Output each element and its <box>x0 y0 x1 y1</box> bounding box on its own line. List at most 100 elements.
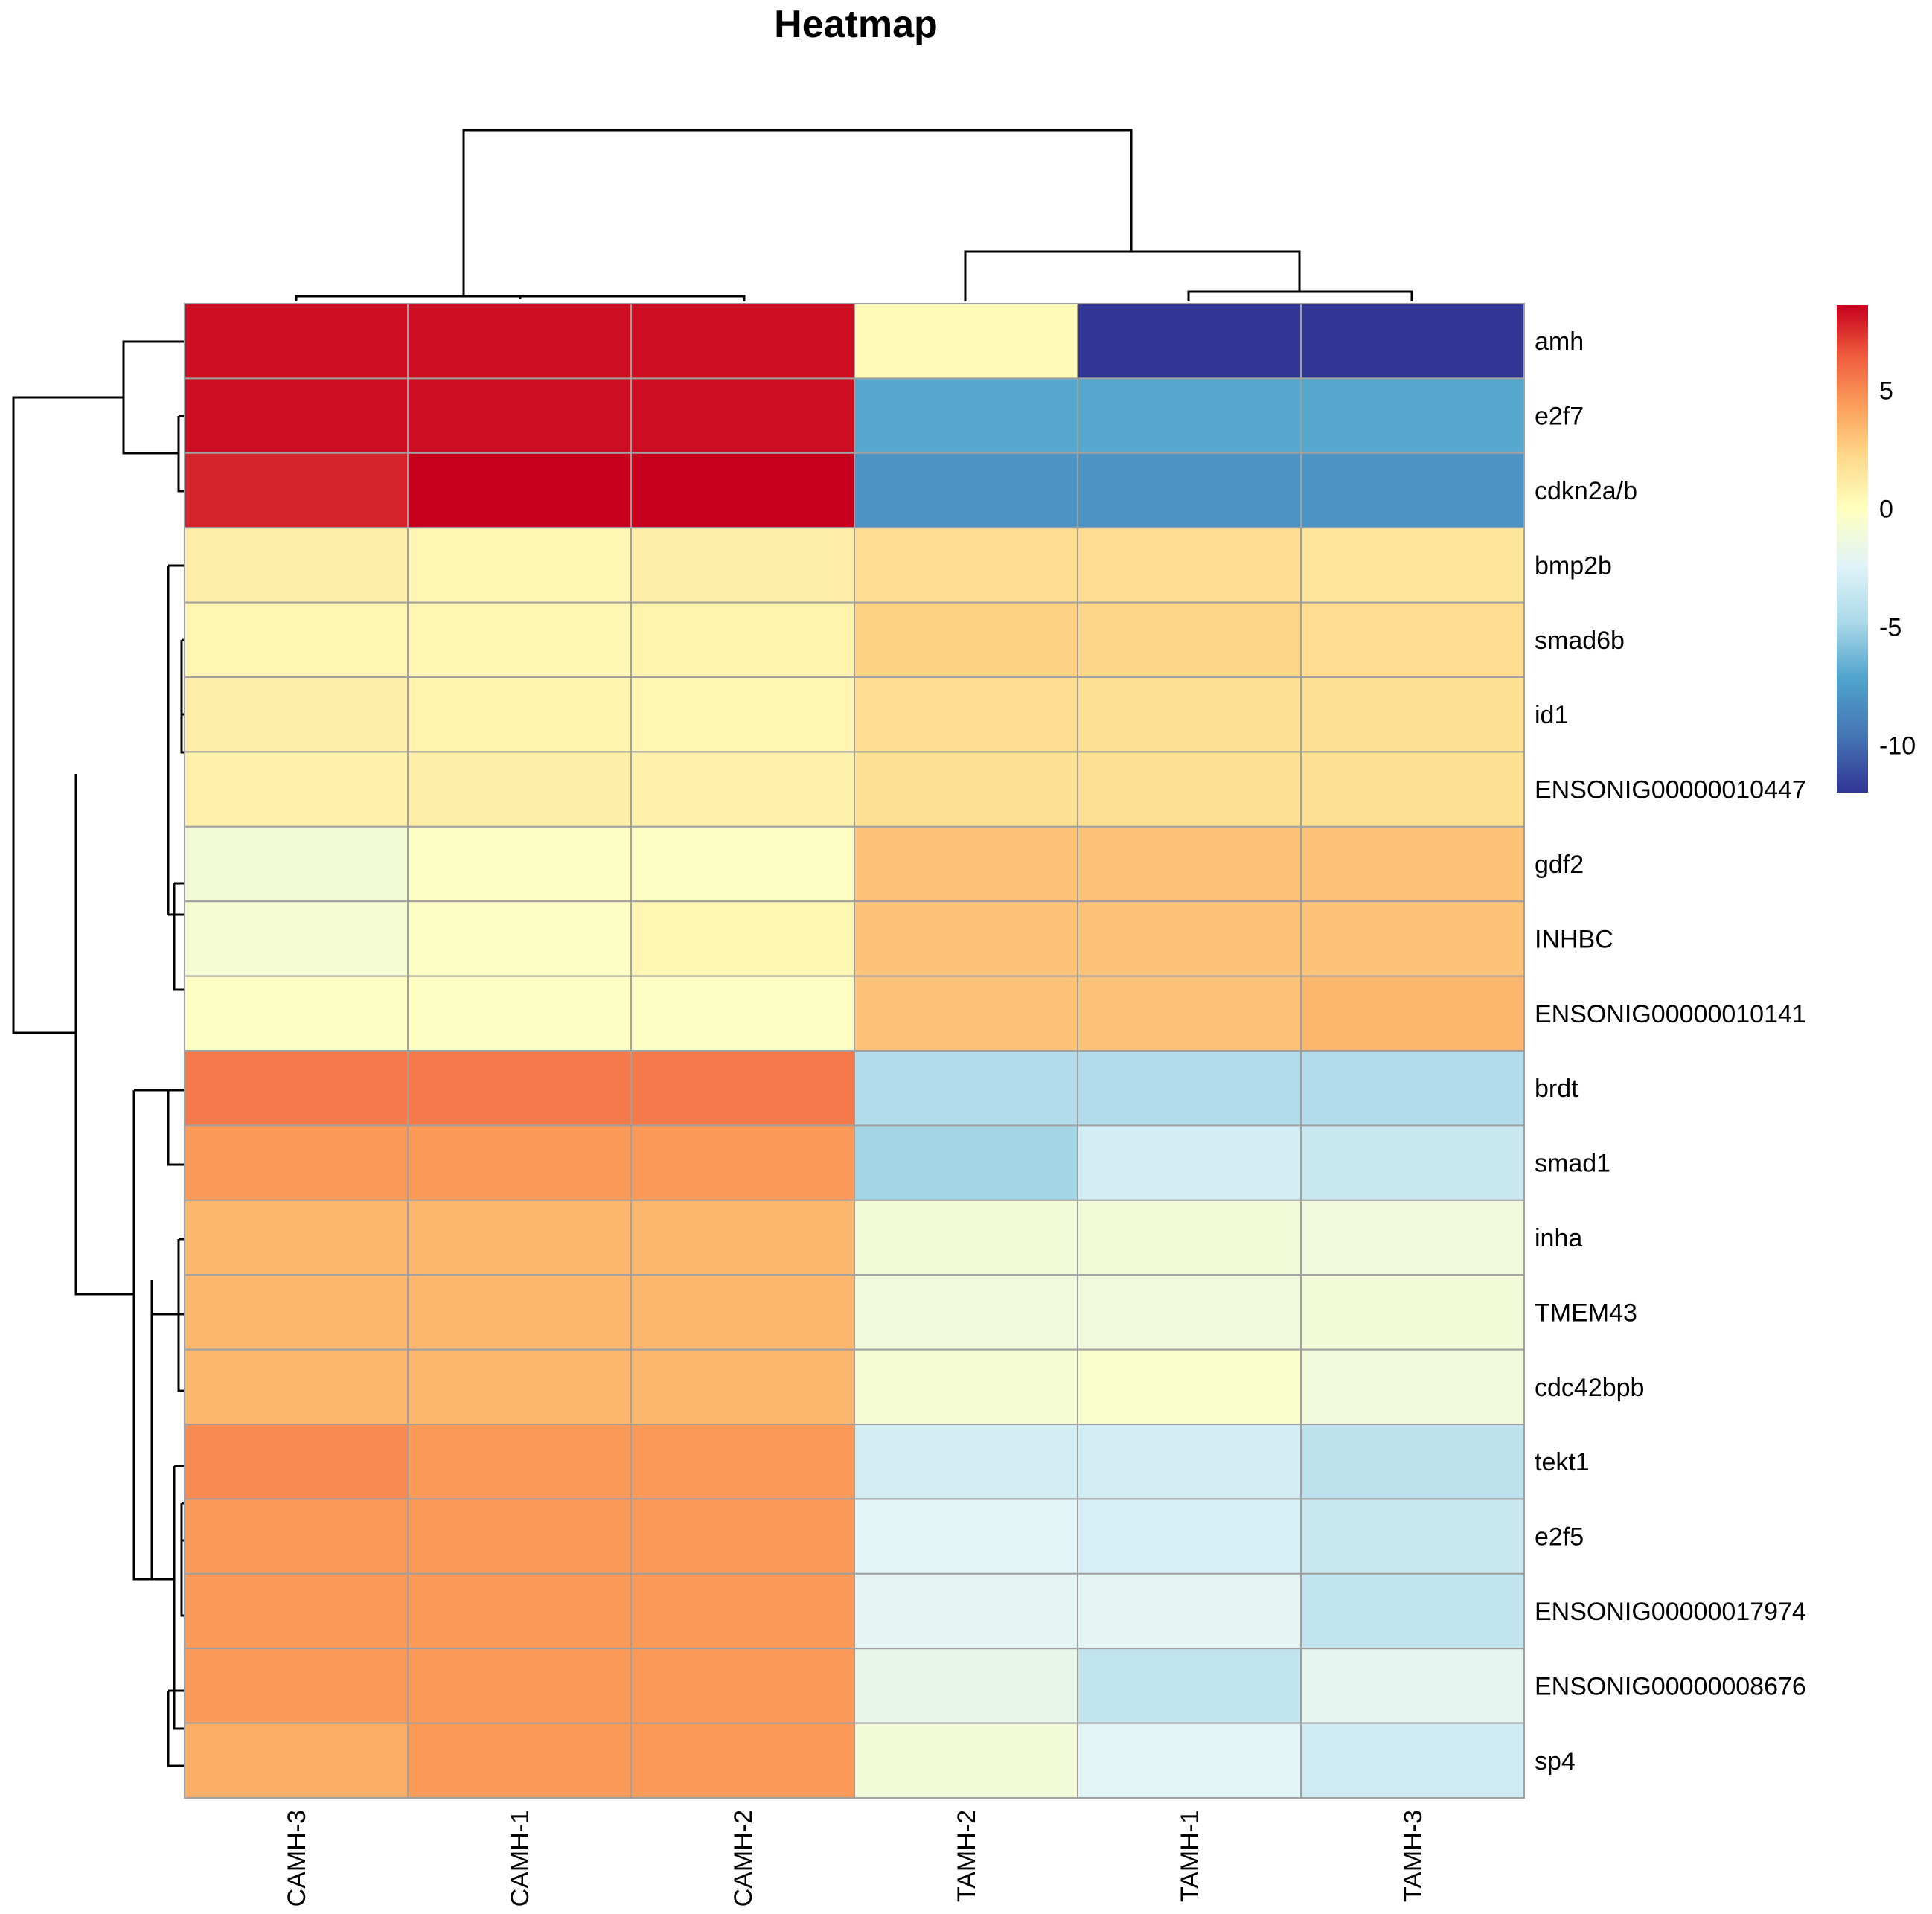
heatmap-cell <box>407 303 632 380</box>
heatmap-cell <box>630 377 855 454</box>
heatmap-cell <box>1300 1498 1525 1575</box>
heatmap-cell <box>630 676 855 753</box>
heatmap-cell <box>184 1648 409 1724</box>
heatmap-cell <box>1077 676 1302 753</box>
heatmap-cell <box>630 452 855 529</box>
heatmap-cell <box>1077 601 1302 678</box>
heatmap-cell <box>407 452 632 529</box>
heatmap-cell <box>1077 1498 1302 1575</box>
heatmap-cell <box>407 1124 632 1201</box>
heatmap-cell <box>1300 1648 1525 1724</box>
heatmap-cell <box>630 751 855 828</box>
heatmap-cell <box>1300 1274 1525 1351</box>
heatmap-cell <box>184 975 409 1052</box>
row-label: cdkn2a/b <box>1535 477 1637 505</box>
heatmap-cell <box>407 1648 632 1724</box>
heatmap-cell <box>407 1050 632 1127</box>
row-label: tekt1 <box>1535 1448 1590 1476</box>
heatmap-cell <box>1077 975 1302 1052</box>
heatmap-cell <box>854 751 1078 828</box>
heatmap-cell <box>630 303 855 380</box>
heatmap-cell <box>854 1050 1078 1127</box>
heatmap-cell <box>1077 1274 1302 1351</box>
heatmap-cell <box>184 1722 409 1799</box>
heatmap-cell <box>854 1648 1078 1724</box>
heatmap-cell <box>407 377 632 454</box>
row-label: e2f5 <box>1535 1523 1584 1552</box>
chart-title: Heatmap <box>774 3 938 46</box>
row-label: smad6b <box>1535 627 1625 655</box>
heatmap-cell <box>1077 751 1302 828</box>
heatmap-cell <box>407 751 632 828</box>
heatmap-cell <box>184 1274 409 1351</box>
column-label: TAMH-2 <box>953 1810 981 1902</box>
column-label: CAMH-2 <box>729 1810 758 1907</box>
heatmap-cell <box>1300 1124 1525 1201</box>
heatmap-cell <box>854 1274 1078 1351</box>
row-label: inha <box>1535 1224 1582 1252</box>
heatmap-cell <box>854 975 1078 1052</box>
heatmap-cell <box>1077 1348 1302 1425</box>
heatmap-cell <box>1077 1648 1302 1724</box>
heatmap-cell <box>184 377 409 454</box>
heatmap-cell <box>407 1199 632 1276</box>
legend-tick-label: 0 <box>1879 495 1893 523</box>
column-labels: CAMH-3 CAMH-1 CAMH-2 TAMH-2 TAMH-1 TAMH-3 <box>283 1810 1427 1907</box>
heatmap-cell <box>407 975 632 1052</box>
heatmap-cell <box>184 527 409 604</box>
heatmap-cell <box>407 1424 632 1500</box>
column-label: CAMH-1 <box>506 1810 534 1907</box>
heatmap-cell <box>1077 377 1302 454</box>
heatmap-cell <box>854 303 1078 380</box>
row-label: bmp2b <box>1535 551 1612 580</box>
heatmap-cell <box>407 601 632 678</box>
heatmap-cell <box>1300 825 1525 903</box>
heatmap-cell <box>854 1722 1078 1799</box>
heatmap-cell <box>630 975 855 1052</box>
heatmap-cell <box>854 1572 1078 1650</box>
row-label: smad1 <box>1535 1150 1610 1178</box>
heatmap-cell <box>1077 527 1302 604</box>
heatmap-cell <box>1300 452 1525 529</box>
legend-tick-label: -10 <box>1879 732 1916 760</box>
heatmap-cell <box>1300 676 1525 753</box>
heatmap-cell <box>1300 1348 1525 1425</box>
heatmap-cell <box>184 900 409 977</box>
heatmap-cell <box>630 900 855 977</box>
heatmap-cell <box>184 676 409 753</box>
heatmap-cell <box>854 1424 1078 1500</box>
heatmap-cell <box>854 452 1078 529</box>
heatmap-cell <box>184 303 409 380</box>
legend-colorbar <box>1837 305 1868 793</box>
heatmap-cell <box>1300 1572 1525 1650</box>
heatmap-cell <box>630 1722 855 1799</box>
heatmap-cell <box>184 601 409 678</box>
heatmap-cell <box>407 676 632 753</box>
row-label: INHBC <box>1535 925 1613 953</box>
heatmap-cell <box>407 1722 632 1799</box>
heatmap-cell <box>1300 377 1525 454</box>
heatmap-cell <box>1077 303 1302 380</box>
heatmap-cell <box>1300 975 1525 1052</box>
heatmap-cell <box>854 676 1078 753</box>
heatmap-cell <box>184 1572 409 1650</box>
heatmap-cell <box>407 825 632 903</box>
heatmap-cell <box>630 1424 855 1500</box>
heatmap-cell <box>1077 1572 1302 1650</box>
heatmap-cell <box>184 825 409 903</box>
heatmap-cell <box>630 1274 855 1351</box>
heatmap-cell <box>1077 900 1302 977</box>
row-label: id1 <box>1535 701 1568 729</box>
heatmap-cell <box>854 377 1078 454</box>
legend-tick-label: 5 <box>1879 377 1893 405</box>
heatmap-cell <box>1077 1050 1302 1127</box>
row-label: TMEM43 <box>1535 1299 1637 1327</box>
heatmap-cell <box>630 1124 855 1201</box>
heatmap-cell <box>630 1050 855 1127</box>
heatmap-cell <box>184 452 409 529</box>
row-label: ENSONIG00000010141 <box>1535 1000 1806 1028</box>
heatmap-cell <box>407 1498 632 1575</box>
column-dendrogram <box>295 129 1413 301</box>
heatmap-cell <box>1300 900 1525 977</box>
